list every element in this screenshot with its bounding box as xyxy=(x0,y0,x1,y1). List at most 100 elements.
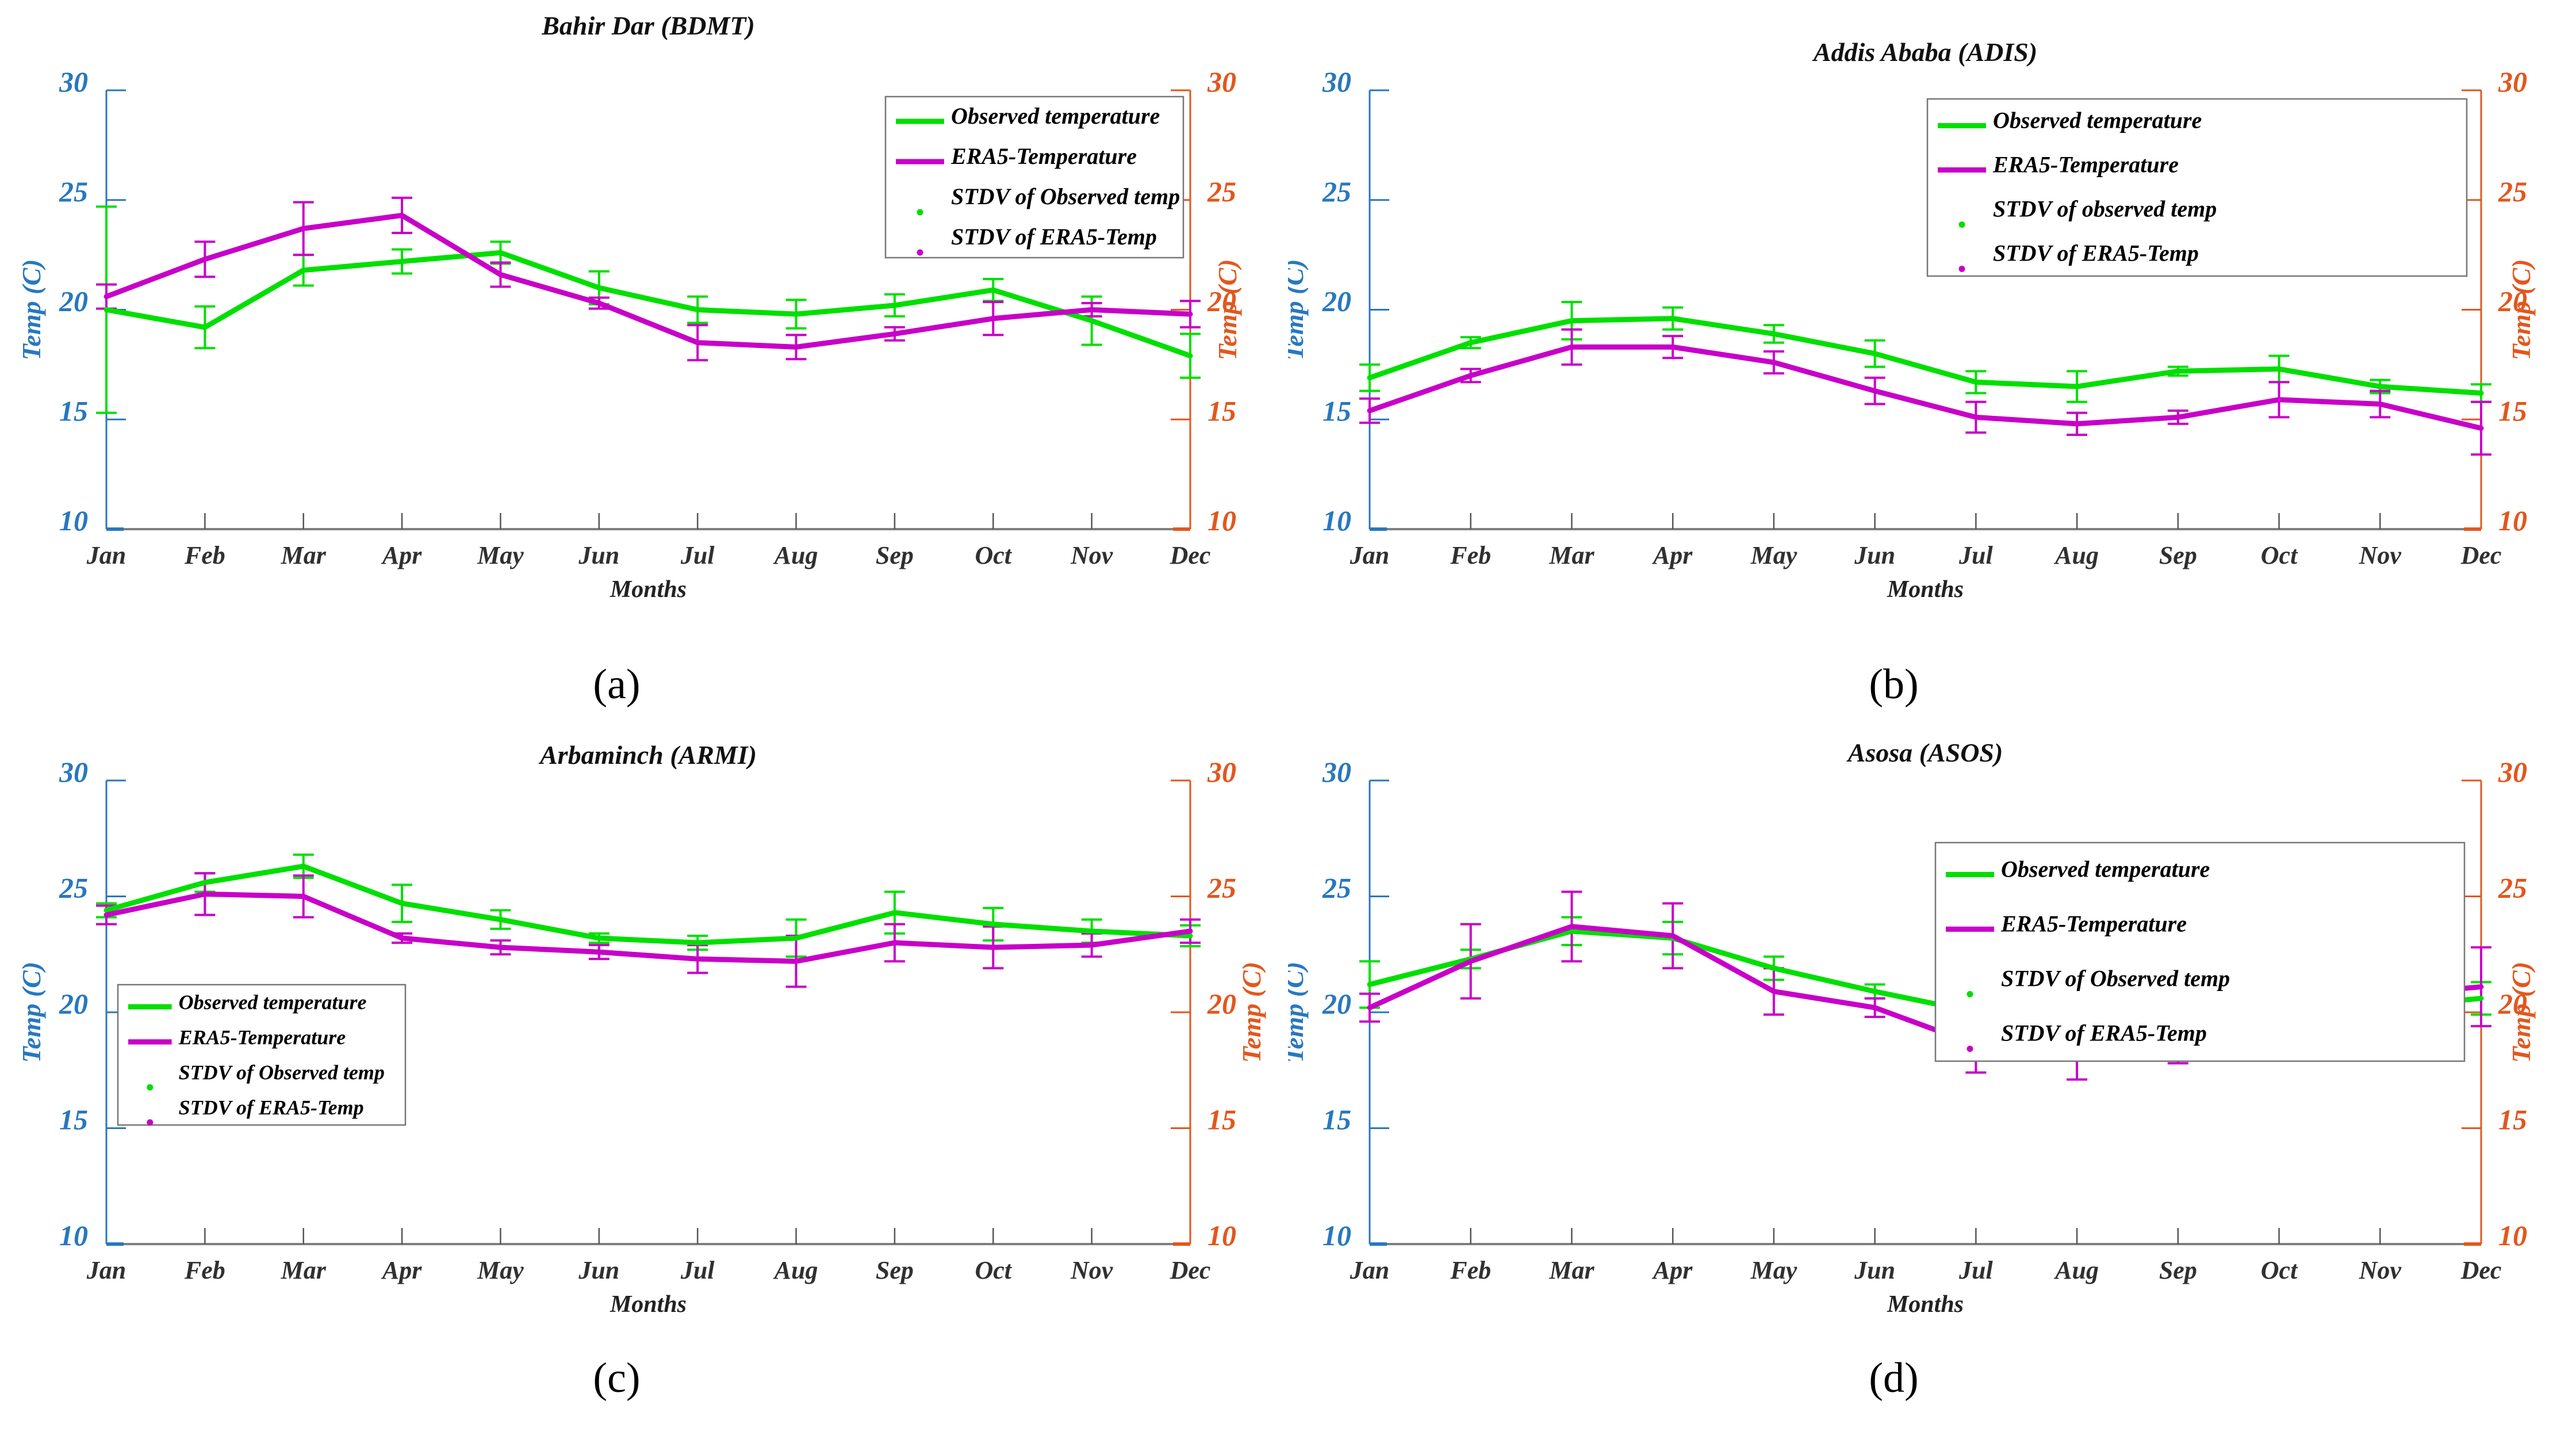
legend-item-label: STDV of Observed temp xyxy=(179,1061,385,1084)
legend-dot-swatch xyxy=(1958,221,1965,228)
legend-dot-swatch xyxy=(147,1119,154,1126)
legend: Observed temperature ERA5-Temperature STDV… xyxy=(1934,841,2466,1062)
legend-box xyxy=(1934,841,2466,1062)
x-tick-label: Sep xyxy=(876,541,914,569)
left-y-tick-label: 15 xyxy=(1322,395,1351,427)
left-y-tick-label: 25 xyxy=(1322,175,1351,208)
legend-item: ERA5-Temperature xyxy=(128,1026,346,1049)
x-tick-label: Apr xyxy=(381,541,422,569)
panel-title: Addis Ababa (ADIS) xyxy=(1812,37,2037,67)
legend-dot-swatch xyxy=(147,1084,154,1091)
x-tick-label: May xyxy=(477,1256,524,1284)
right-y-tick-label: 20 xyxy=(1207,988,1236,1020)
left-y-tick-label: 20 xyxy=(59,988,88,1020)
x-tick-label: Dec xyxy=(1170,1256,1211,1284)
left-y-tick-label: 15 xyxy=(1322,1104,1351,1136)
era5-temperature-line xyxy=(103,891,1193,964)
x-tick-label: Nov xyxy=(1070,1256,1113,1284)
legend: Observed temperature ERA5-Temperature STDV… xyxy=(884,95,1184,259)
x-tick-label: Mar xyxy=(1548,1256,1594,1284)
legend-item-label: Observed temperature xyxy=(179,991,367,1014)
x-tick-label: Aug xyxy=(773,1256,818,1284)
panel-b-chart: Addis Ababa (ADIS) 10 10 15 15 20 20 25 25 30 30 Ja… xyxy=(1288,37,2536,708)
era5-stdv-errorbars xyxy=(1359,328,2491,456)
x-tick-label: Jun xyxy=(1854,541,1895,569)
legend: Observed temperature ERA5-Temperature STDV… xyxy=(117,984,407,1126)
x-tick-label: Aug xyxy=(2053,541,2099,569)
right-y-tick-label: 20 xyxy=(2498,285,2527,317)
right-y-tick-label: 25 xyxy=(2498,175,2527,208)
legend-dot-swatch xyxy=(1966,991,1973,997)
left-y-tick-label: 10 xyxy=(1322,504,1351,537)
x-tick-label: Dec xyxy=(2460,541,2502,569)
x-tick-label: Nov xyxy=(2359,541,2402,569)
left-y-tick-label: 20 xyxy=(1322,285,1351,317)
era5-temperature-line xyxy=(103,212,1193,350)
legend-item: STDV of Observed temp xyxy=(1966,966,2230,997)
x-tick-label: May xyxy=(477,541,524,569)
x-tick-label: Mar xyxy=(1548,541,1594,569)
right-y-axis-label: Temp (C) xyxy=(2506,259,2536,361)
x-tick-label: Apr xyxy=(1651,541,1693,569)
x-tick-label: Jun xyxy=(1854,1256,1895,1284)
legend-item: STDV of ERA5-Temp xyxy=(917,224,1157,256)
legend-item-label: ERA5-Temperature xyxy=(2000,911,2187,937)
legend-item-label: ERA5-Temperature xyxy=(178,1026,346,1049)
left-y-tick-label: 30 xyxy=(59,66,88,98)
legend-item-label: STDV of ERA5-Temp xyxy=(179,1096,364,1119)
left-y-tick-label: 10 xyxy=(59,1219,88,1252)
x-tick-label: Feb xyxy=(1450,541,1491,569)
legend-item-label: STDV of ERA5-Temp xyxy=(2001,1020,2207,1046)
panel-title: Asosa (ASOS) xyxy=(1846,738,2003,767)
x-tick-label: Feb xyxy=(1450,1256,1491,1284)
left-y-tick-label: 10 xyxy=(59,504,88,537)
left-y-tick-label: 25 xyxy=(59,175,88,208)
legend-item: Observed temperature xyxy=(128,991,367,1014)
x-tick-label: Oct xyxy=(2261,1256,2298,1284)
left-y-tick-label: 25 xyxy=(1322,872,1351,904)
legend-item-label: ERA5-Temperature xyxy=(1992,152,2179,178)
legend-item-label: Observed temperature xyxy=(951,103,1160,129)
panel-a-chart: Bahir Dar (BDMT) 10 10 15 15 20 20 25 25 30 30 Jan F… xyxy=(17,11,1242,708)
right-y-axis-label: Temp (C) xyxy=(2506,962,2536,1063)
legend-dot-swatch xyxy=(1958,266,1965,272)
right-y-tick-label: 25 xyxy=(1207,175,1236,208)
legend-dot-swatch xyxy=(1966,1046,1973,1052)
right-y-tick-label: 30 xyxy=(1207,66,1236,98)
right-y-tick-label: 10 xyxy=(2498,504,2527,537)
x-tick-label: Jul xyxy=(680,541,715,569)
legend: Observed temperature ERA5-Temperature STDV… xyxy=(1926,98,2468,277)
axes xyxy=(1368,89,2482,531)
x-tick-label: Nov xyxy=(1070,541,1113,569)
right-y-tick-label: 15 xyxy=(1208,395,1236,427)
legend-item-label: Observed temperature xyxy=(2001,856,2210,882)
right-y-tick-label: 10 xyxy=(1208,504,1236,537)
legend-item-label: STDV of Observed temp xyxy=(2001,966,2230,992)
x-tick-label: Dec xyxy=(2460,1256,2502,1284)
x-tick-label: Mar xyxy=(281,541,327,569)
x-tick-label: Sep xyxy=(876,1256,914,1284)
left-y-tick-label: 10 xyxy=(1322,1219,1351,1252)
axes xyxy=(105,779,1191,1246)
legend-item-label: STDV of ERA5-Temp xyxy=(951,224,1157,250)
legend-item-label: STDV of Observed temp xyxy=(951,183,1180,209)
x-tick-label: Oct xyxy=(975,541,1013,569)
legend-item: Observed temperature xyxy=(1946,856,2210,882)
legend-item: STDV of ERA5-Temp xyxy=(147,1096,364,1126)
legend-dot-swatch xyxy=(917,209,923,216)
x-tick-label: Aug xyxy=(2053,1256,2099,1284)
x-tick-label: May xyxy=(1750,541,1797,569)
legend-item-label: STDV of observed temp xyxy=(1993,196,2217,222)
legend-item: ERA5-Temperature xyxy=(1938,152,2179,178)
left-y-tick-label: 20 xyxy=(1322,988,1351,1020)
right-y-tick-label: 30 xyxy=(2498,66,2527,98)
x-tick-label: Dec xyxy=(1170,541,1211,569)
right-y-tick-label: 20 xyxy=(1207,285,1236,317)
left-y-tick-label: 30 xyxy=(1322,756,1351,788)
legend-item: STDV of Observed temp xyxy=(147,1061,385,1091)
left-y-axis-label: Temp (C) xyxy=(17,962,46,1063)
legend-item: STDV of observed temp xyxy=(1958,196,2217,228)
era5-temperature-line xyxy=(1367,344,2484,431)
x-tick-label: Feb xyxy=(184,541,225,569)
x-tick-label: Jan xyxy=(86,541,126,569)
